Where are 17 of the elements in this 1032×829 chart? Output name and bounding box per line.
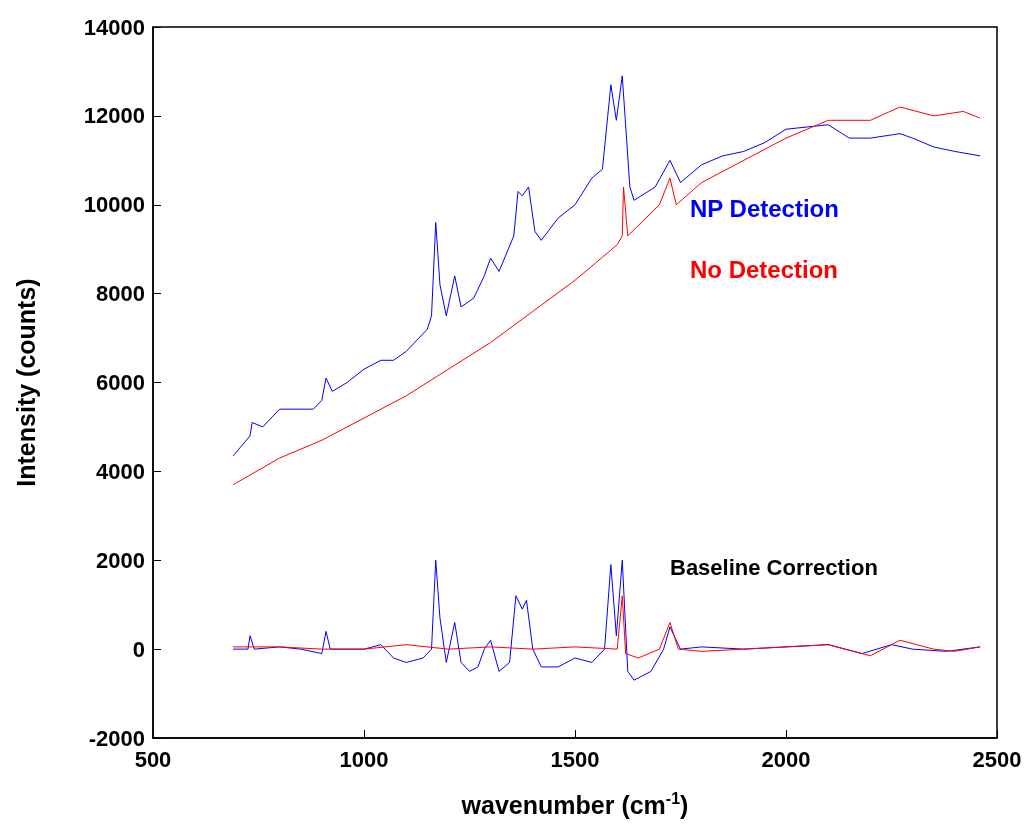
annotation: Baseline Correction xyxy=(670,554,878,580)
line-series xyxy=(232,595,981,659)
y-tick-label: 10000 xyxy=(83,192,145,218)
y-tick-label: 14000 xyxy=(83,14,145,40)
y-tick-label: 12000 xyxy=(83,103,145,129)
x-tick-label: 2000 xyxy=(761,746,811,772)
x-tick-label: 1000 xyxy=(339,746,389,772)
y-tick-label: 0 xyxy=(132,636,145,662)
x-tick-label: 2500 xyxy=(972,746,1022,772)
text: No Detection xyxy=(690,255,839,283)
y-axis-title: Intensity (counts) xyxy=(11,278,40,487)
y-tick-label: 8000 xyxy=(96,281,145,307)
y-tick-label: 2000 xyxy=(96,547,145,573)
y-tick-label: 6000 xyxy=(96,370,145,395)
series-label: NP Detection xyxy=(690,194,839,222)
x-tick-label: 1500 xyxy=(550,746,600,772)
y-tick-label: 4000 xyxy=(96,458,145,484)
